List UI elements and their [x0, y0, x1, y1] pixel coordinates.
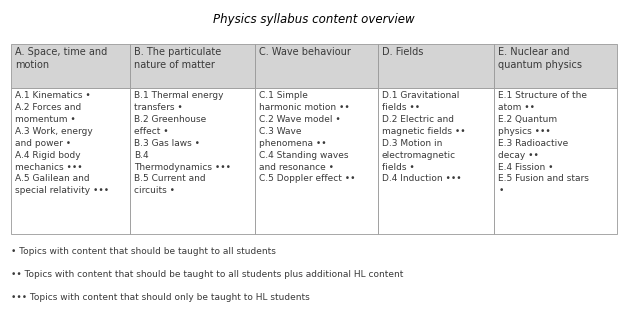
Bar — [130, 44, 255, 88]
Text: A. Space, time and
motion: A. Space, time and motion — [15, 47, 107, 70]
Text: ••• Topics with content that should only be taught to HL students: ••• Topics with content that should only… — [11, 293, 310, 302]
Bar — [494, 88, 617, 234]
Text: C.1 Simple
harmonic motion ••
C.2 Wave model •
C.3 Wave
phenomena ••
C.4 Standin: C.1 Simple harmonic motion •• C.2 Wave m… — [259, 91, 355, 183]
Text: Physics syllabus content overview: Physics syllabus content overview — [213, 13, 415, 26]
Bar — [130, 88, 255, 234]
Text: B. The particulate
nature of matter: B. The particulate nature of matter — [134, 47, 221, 70]
Bar — [494, 44, 617, 88]
Text: E.1 Structure of the
atom ••
E.2 Quantum
physics •••
E.3 Radioactive
decay ••
E.: E.1 Structure of the atom •• E.2 Quantum… — [498, 91, 589, 196]
Text: • Topics with content that should be taught to all students: • Topics with content that should be tau… — [11, 247, 276, 256]
Bar — [255, 88, 378, 234]
Bar — [378, 44, 494, 88]
Bar — [11, 88, 130, 234]
Bar — [11, 44, 130, 88]
Text: E. Nuclear and
quantum physics: E. Nuclear and quantum physics — [498, 47, 582, 70]
Bar — [378, 88, 494, 234]
Text: B.1 Thermal energy
transfers •
B.2 Greenhouse
effect •
B.3 Gas laws •
B.4
Thermo: B.1 Thermal energy transfers • B.2 Green… — [134, 91, 230, 196]
Text: D.1 Gravitational
fields ••
D.2 Electric and
magnetic fields ••
D.3 Motion in
el: D.1 Gravitational fields •• D.2 Electric… — [382, 91, 465, 183]
Text: C. Wave behaviour: C. Wave behaviour — [259, 47, 351, 57]
Text: A.1 Kinematics •
A.2 Forces and
momentum •
A.3 Work, energy
and power •
A.4 Rigi: A.1 Kinematics • A.2 Forces and momentum… — [15, 91, 109, 196]
Text: •• Topics with content that should be taught to all students plus additional HL : •• Topics with content that should be ta… — [11, 270, 404, 279]
Bar — [255, 44, 378, 88]
Text: D. Fields: D. Fields — [382, 47, 423, 57]
